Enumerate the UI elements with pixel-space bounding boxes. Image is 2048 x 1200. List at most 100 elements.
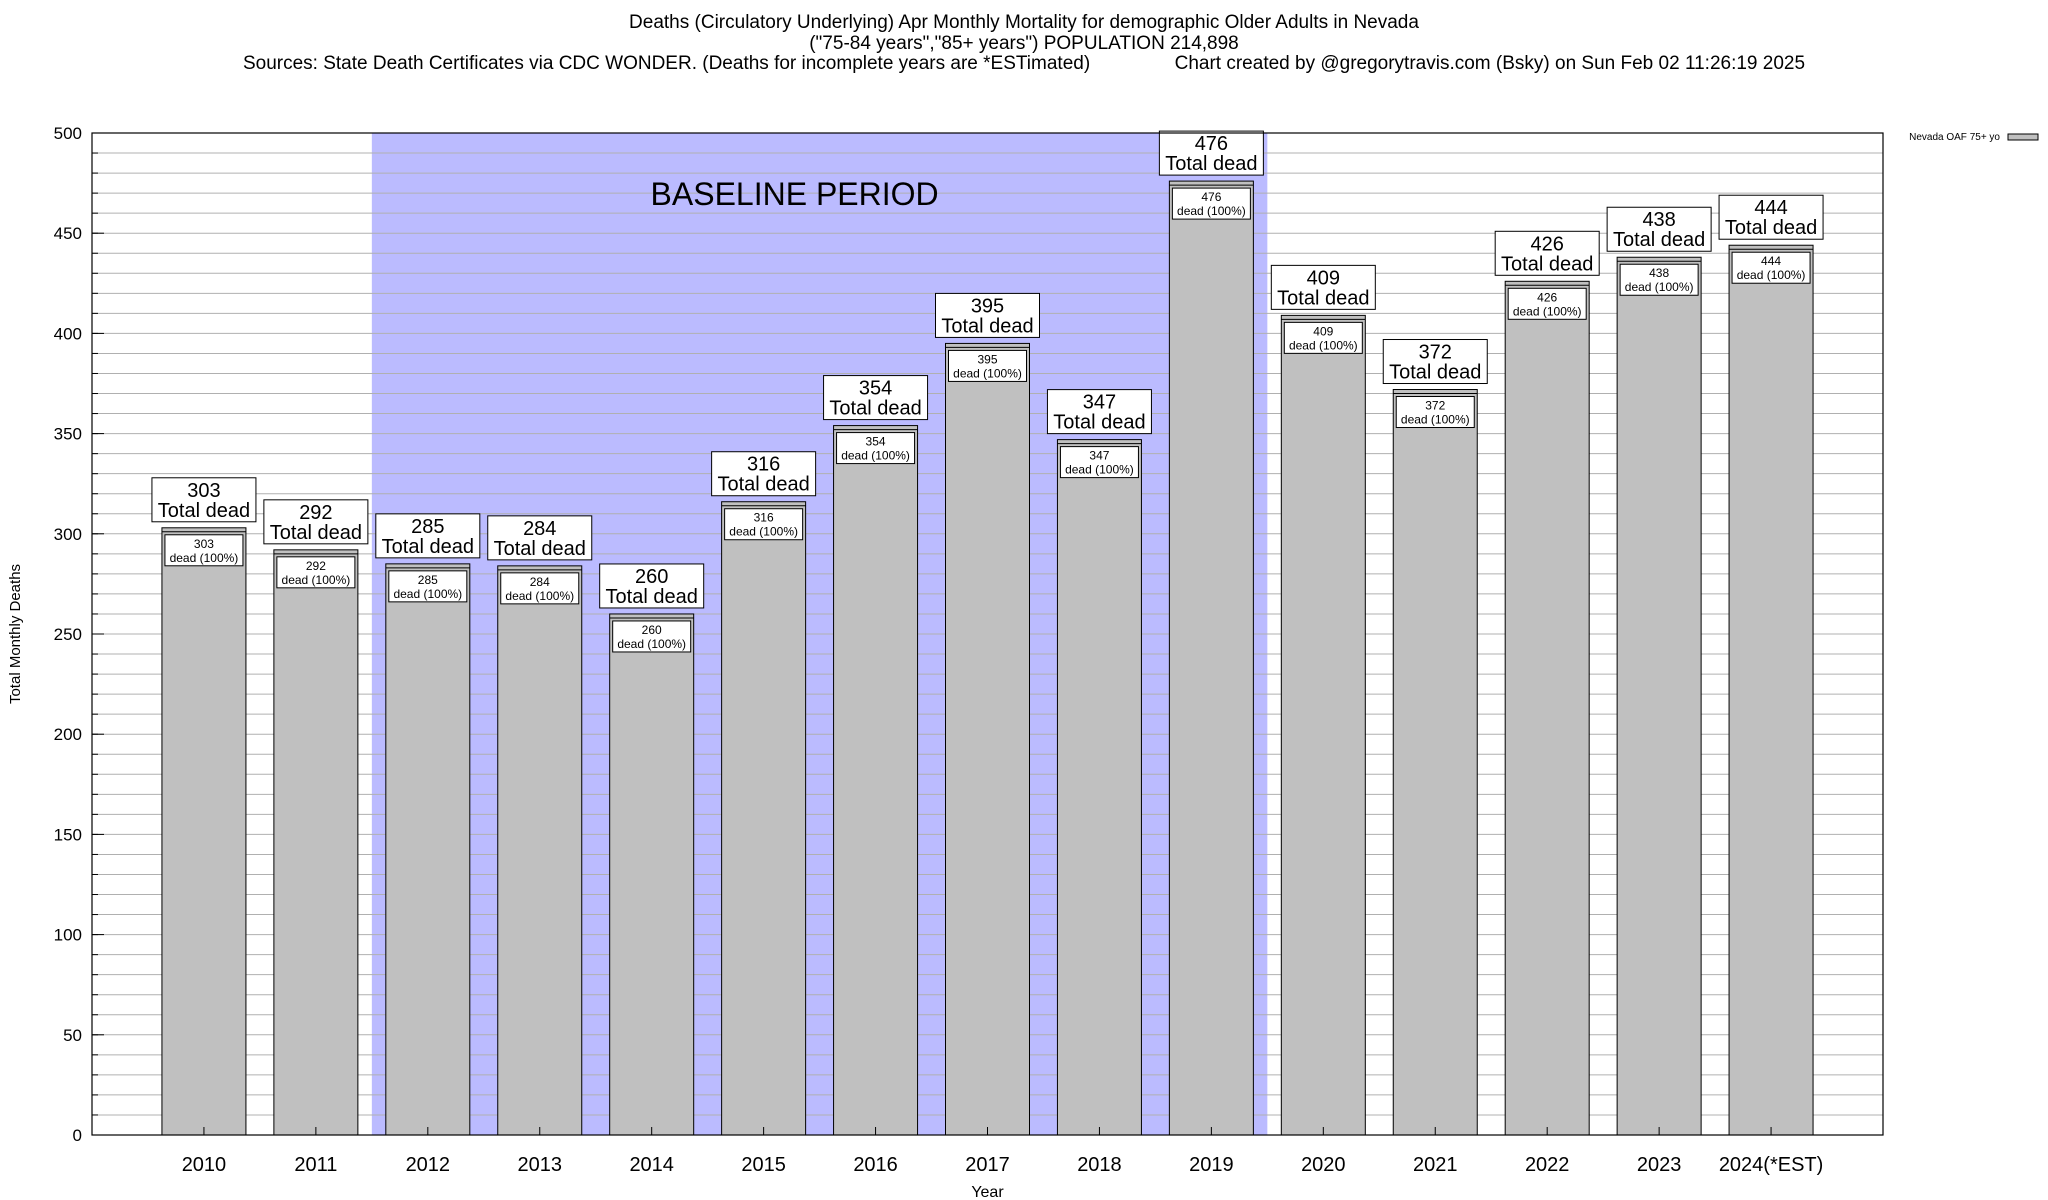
bar	[609, 613, 695, 1136]
bar-inner-label-box	[388, 570, 468, 603]
bar-total-caption: Total dead	[1501, 253, 1593, 275]
x-tick-label: 2020	[1301, 1154, 1346, 1176]
bar-inner-percent: dead (100%)	[1065, 463, 1134, 477]
bar-inner-label-box	[1731, 251, 1811, 284]
bar-inner-percent: dead (100%)	[1401, 413, 1470, 427]
y-axis-title: Total Monthly Deaths	[7, 564, 24, 704]
bar-total-caption: Total dead	[382, 536, 474, 558]
bar	[1728, 244, 1814, 1136]
x-tick-label: 2019	[1189, 1154, 1234, 1176]
bar	[385, 563, 471, 1136]
bar-total-value: 292	[299, 502, 332, 524]
bar-inner-percent: dead (100%)	[1625, 280, 1694, 294]
bar-inner-label-box	[276, 556, 356, 589]
bar	[1280, 314, 1366, 1136]
bar	[1056, 439, 1142, 1136]
bar-total-label-box	[1718, 194, 1824, 240]
bar-inner-percent: dead (100%)	[393, 587, 462, 601]
bar-total-caption: Total dead	[1389, 362, 1481, 384]
bar-inner-value: 285	[418, 573, 438, 587]
bar-inner-percent: dead (100%)	[729, 525, 798, 539]
bar-total-label-box	[1270, 264, 1376, 310]
x-tick-label: 2014	[629, 1154, 674, 1176]
bar-inner-value: 260	[642, 623, 662, 637]
bar-total-value: 444	[1754, 197, 1787, 219]
bar-total-caption: Total dead	[1725, 217, 1817, 239]
bar-inner-percent: dead (100%)	[1289, 338, 1358, 352]
x-tick-label: 2022	[1525, 1154, 1570, 1176]
bar-inner-label-box	[1059, 446, 1139, 479]
bar-inner-percent: dead (100%)	[953, 366, 1022, 380]
y-tick-label: 0	[73, 1126, 82, 1145]
bar-total-value: 409	[1307, 267, 1340, 289]
bar-total-value: 316	[747, 454, 780, 476]
bar-total-value: 347	[1083, 392, 1116, 414]
bar	[1168, 180, 1254, 1136]
x-tick-label: 2023	[1637, 1154, 1682, 1176]
bar-inner-value: 476	[1201, 190, 1221, 204]
x-tick-label: 2010	[182, 1154, 227, 1176]
x-tick-label: 2016	[853, 1154, 898, 1176]
bar	[721, 501, 807, 1136]
bar	[1616, 256, 1702, 1136]
bar	[497, 565, 583, 1136]
bar-total-caption: Total dead	[829, 398, 921, 420]
bar-inner-value: 303	[194, 537, 214, 551]
y-tick-label: 400	[54, 324, 82, 343]
bar-inner-percent: dead (100%)	[617, 637, 686, 651]
bar-total-label-box	[823, 375, 929, 421]
bar-inner-label-box	[612, 620, 692, 653]
y-tick-label: 350	[54, 425, 82, 444]
bar-inner-value: 372	[1425, 399, 1445, 413]
bar-total-caption: Total dead	[717, 474, 809, 496]
bar-total-value: 476	[1195, 133, 1228, 155]
bar	[945, 342, 1030, 1136]
bar-inner-percent: dead (100%)	[1513, 304, 1582, 318]
baseline-period-label: BASELINE PERIOD	[651, 176, 939, 212]
bar-inner-label-box	[1283, 321, 1363, 354]
bar-inner-value: 426	[1537, 290, 1557, 304]
bar-inner-percent: dead (100%)	[841, 449, 910, 463]
bar-inner-label-box	[1395, 396, 1475, 429]
bar-inner-value: 395	[977, 352, 997, 366]
bar-total-caption: Total dead	[1165, 153, 1257, 175]
bar-total-label-box	[711, 451, 817, 497]
x-tick-label: 2012	[406, 1154, 451, 1176]
bar-total-caption: Total dead	[606, 586, 698, 608]
x-tick-label: 2024(*EST)	[1719, 1154, 1824, 1176]
bar-inner-value: 347	[1089, 449, 1109, 463]
legend-label: Nevada OAF 75+ yo	[1909, 132, 2000, 143]
bar-total-value: 260	[635, 566, 668, 588]
bar-total-label-box	[1046, 389, 1152, 435]
x-tick-label: 2011	[294, 1154, 337, 1176]
bar-total-caption: Total dead	[158, 500, 250, 522]
bar	[1504, 280, 1590, 1136]
bar-total-caption: Total dead	[1053, 412, 1145, 434]
bar-inner-label-box	[724, 508, 804, 541]
bar-total-value: 426	[1531, 233, 1564, 255]
y-tick-label: 300	[54, 525, 82, 544]
bar-total-label-box	[375, 513, 481, 559]
bar-inner-value: 354	[866, 435, 886, 449]
bar-total-value: 438	[1642, 209, 1675, 231]
bar-inner-percent: dead (100%)	[282, 573, 351, 587]
bar-total-caption: Total dead	[941, 315, 1033, 337]
bar-inner-label-box	[1619, 263, 1699, 296]
bar-inner-percent: dead (100%)	[505, 589, 574, 603]
bar-inner-percent: dead (100%)	[1177, 204, 1246, 218]
bar	[833, 425, 919, 1136]
bar-inner-value: 284	[530, 575, 550, 589]
plot-frame	[91, 132, 1884, 1136]
bar	[161, 527, 247, 1136]
bar-total-label-box	[487, 515, 593, 561]
bar-inner-value: 292	[306, 559, 326, 573]
bar-total-label-box	[935, 292, 1040, 338]
bar	[273, 549, 359, 1136]
bar-total-value: 285	[411, 516, 444, 538]
bar-total-label-box	[1382, 339, 1488, 385]
chart-source-line: Sources: State Death Certificates via CD…	[242, 53, 1806, 74]
bar-total-value: 354	[859, 378, 892, 400]
x-tick-label: 2017	[965, 1154, 1010, 1176]
bar-inner-label-box	[164, 534, 244, 567]
